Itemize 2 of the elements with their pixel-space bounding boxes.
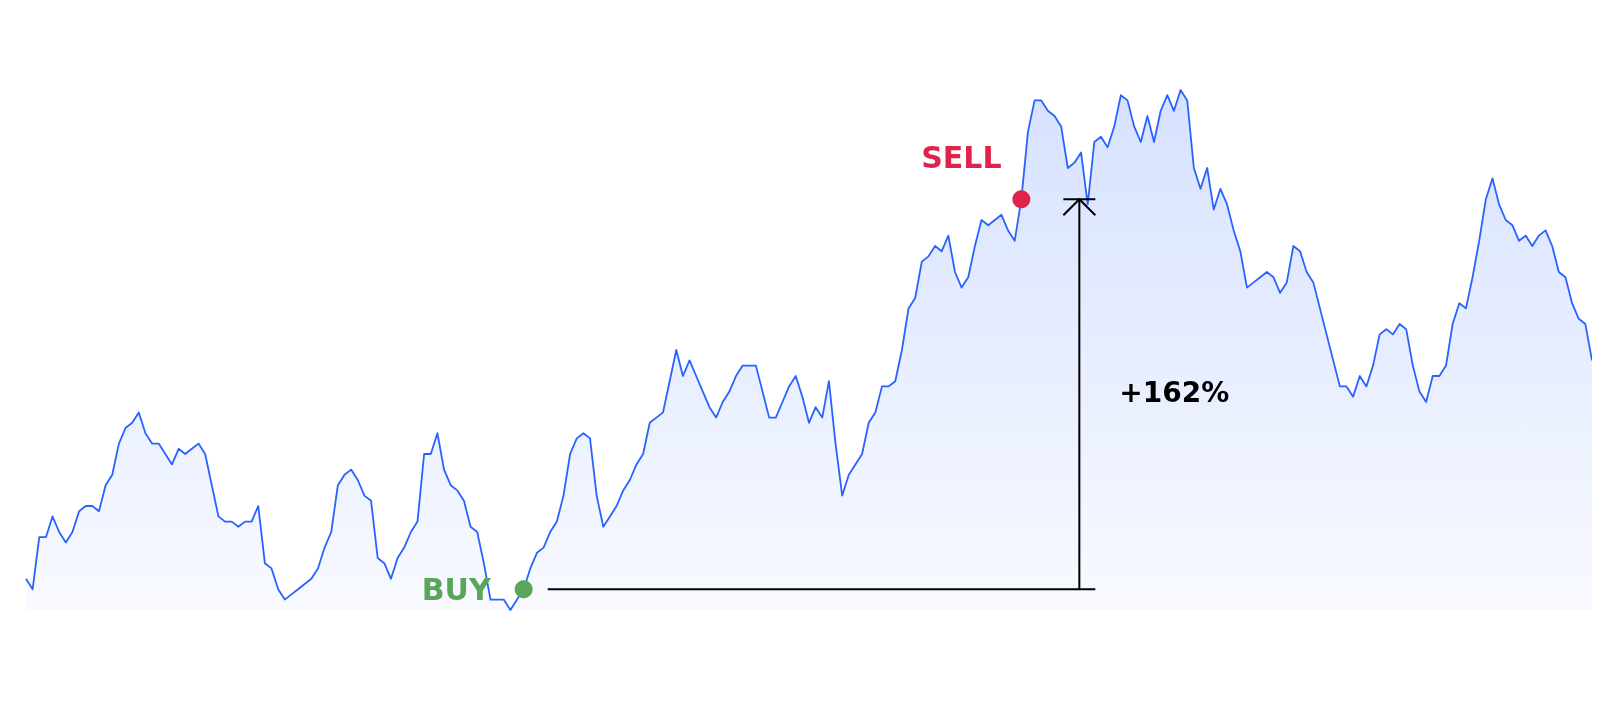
annotation: SELL [921,139,1002,175]
annotation: +162% [1119,376,1230,410]
